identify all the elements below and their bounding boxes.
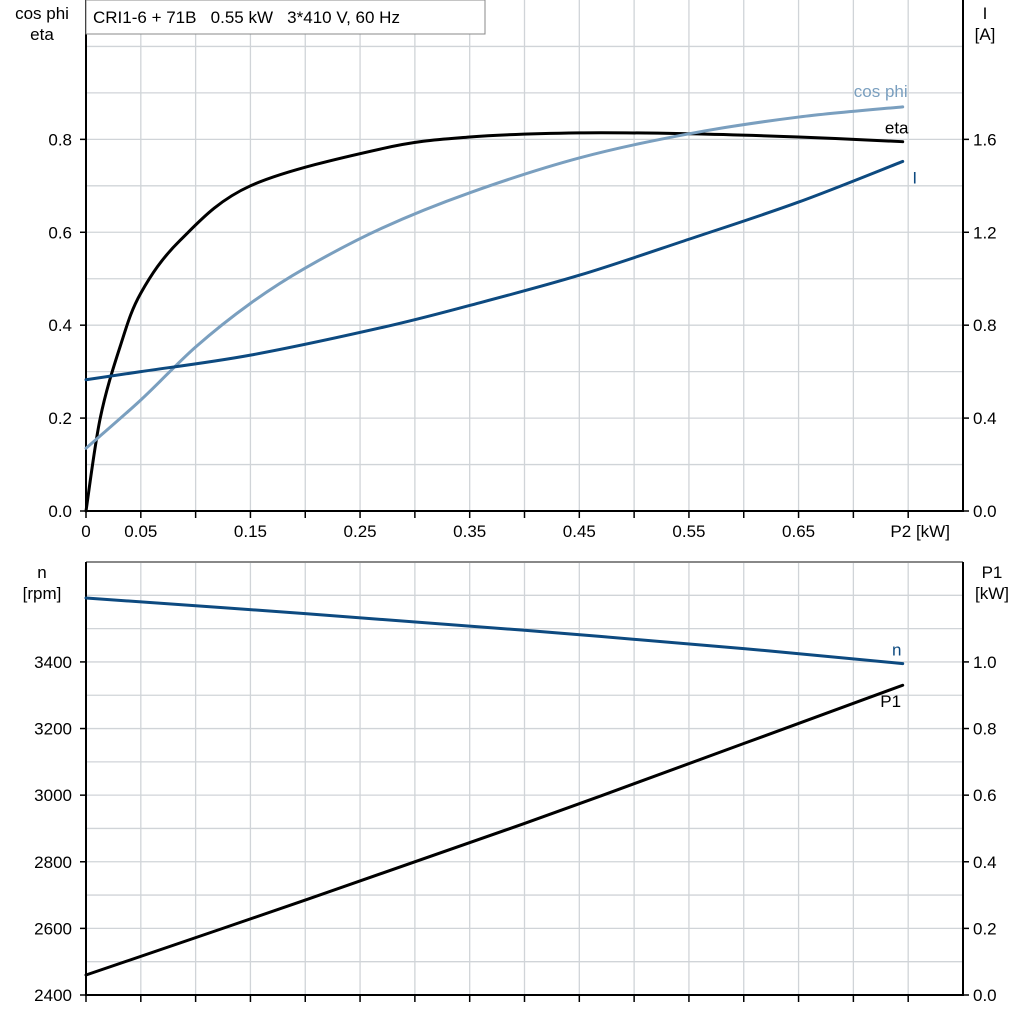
series-line-p1 bbox=[84, 683, 905, 977]
series-label: I bbox=[912, 168, 917, 187]
series-label: n bbox=[892, 641, 901, 660]
series-label: cos phi bbox=[854, 82, 908, 101]
x-tick-label: 0.45 bbox=[563, 522, 596, 541]
series-label: P1 bbox=[880, 692, 901, 711]
top-chart: 0.0 0.2 0.4 0.6 0.8 0.0 0.4 0.8 1.2 1.6 cos phi eta… bbox=[15, 0, 997, 541]
bottom-chart: 2400 2600 2800 3000 3200 3400 0.0 0.2 0.4 0.6 0.8 1… bbox=[23, 561, 1009, 1005]
title-box bbox=[85, 0, 486, 35]
series-line-eta bbox=[84, 131, 905, 513]
y-tick-label-right: 0.0 bbox=[973, 986, 997, 1005]
y-tick-label-right: 1.0 bbox=[973, 653, 997, 672]
y-tick-label-right: 0.8 bbox=[973, 316, 997, 335]
y-axis-label-left: eta bbox=[30, 25, 54, 44]
chart-title: CRI1-6 + 71B 0.55 kW 3*410 V, 60 Hz bbox=[93, 8, 400, 27]
y-tick-label-left: 2600 bbox=[34, 919, 72, 938]
series-label: eta bbox=[885, 119, 909, 138]
y-tick-label-left: 3000 bbox=[34, 786, 72, 805]
y-axis-label-left: cos phi bbox=[15, 4, 69, 23]
x-tick-label: 0.05 bbox=[124, 522, 157, 541]
y-axis-label-left: n bbox=[37, 563, 46, 582]
y-axis-label-right: [A] bbox=[975, 25, 996, 44]
y-tick-label-left: 2800 bbox=[34, 853, 72, 872]
x-tick-label: 0.25 bbox=[344, 522, 377, 541]
y-tick-label-right: 0.8 bbox=[973, 720, 997, 739]
y-tick-label-right: 0.6 bbox=[973, 786, 997, 805]
y-axis-label-right: I bbox=[983, 4, 988, 23]
x-tick-label: 0.15 bbox=[234, 522, 267, 541]
y-tick-label-left: 3200 bbox=[34, 720, 72, 739]
y-tick-label-left: 2400 bbox=[34, 986, 72, 1005]
x-tick-label: 0 bbox=[81, 522, 90, 541]
y-tick-label-right: 0.4 bbox=[973, 409, 997, 428]
y-tick-label-right: 1.2 bbox=[973, 223, 997, 242]
y-axis-label-right: [kW] bbox=[975, 584, 1009, 603]
y-axis-label-right: P1 bbox=[982, 563, 1003, 582]
y-tick-label-left: 0.0 bbox=[48, 502, 72, 521]
x-tick-label: 0.35 bbox=[453, 522, 486, 541]
y-axis-label-left: [rpm] bbox=[23, 584, 62, 603]
y-tick-label-right: 0.2 bbox=[973, 919, 997, 938]
y-tick-label-right: 0.0 bbox=[973, 502, 997, 521]
y-tick-label-left: 0.6 bbox=[48, 223, 72, 242]
y-tick-label-left: 0.4 bbox=[48, 316, 72, 335]
y-tick-label-left: 0.2 bbox=[48, 409, 72, 428]
x-axis-label: P2 [kW] bbox=[890, 522, 950, 541]
y-tick-label-left: 3400 bbox=[34, 653, 72, 672]
y-tick-label-left: 0.8 bbox=[48, 130, 72, 149]
series-line-i bbox=[84, 159, 905, 382]
x-tick-label: 0.55 bbox=[672, 522, 705, 541]
series-line-n bbox=[84, 596, 905, 666]
x-tick-label: 0.65 bbox=[782, 522, 815, 541]
series-line-cos-phi bbox=[84, 105, 905, 450]
y-tick-label-right: 1.6 bbox=[973, 130, 997, 149]
y-tick-label-right: 0.4 bbox=[973, 853, 997, 872]
